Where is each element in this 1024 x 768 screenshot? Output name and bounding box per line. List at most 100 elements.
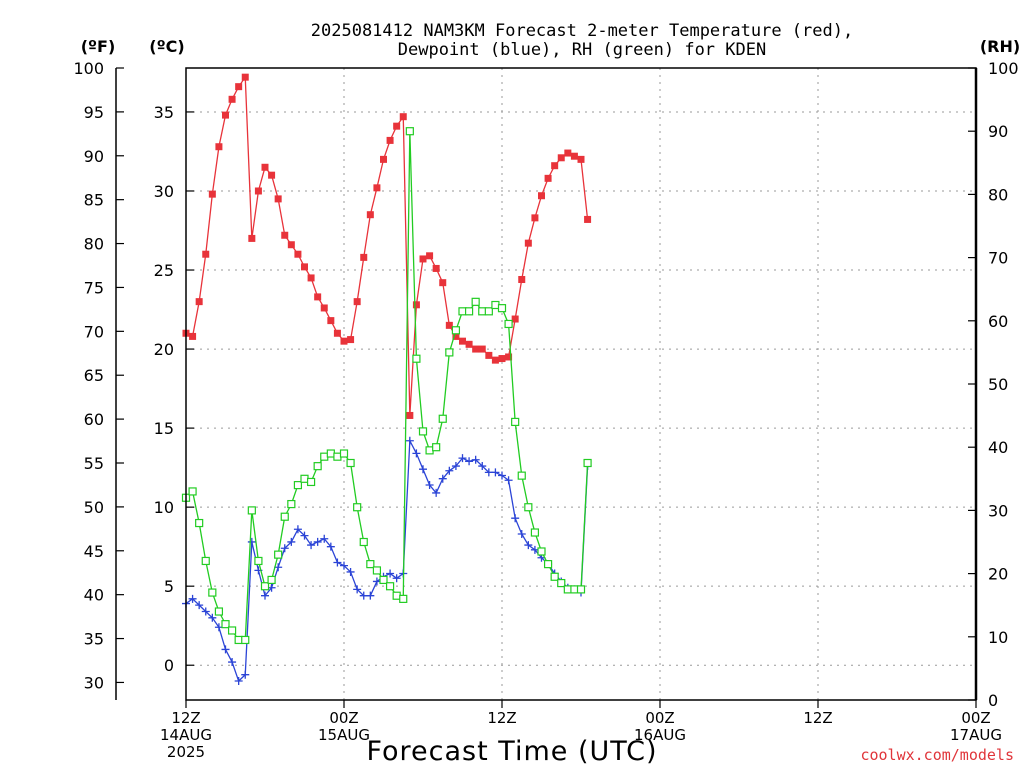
rh-line: [185, 131, 589, 641]
temperature-point: [452, 332, 460, 340]
temperature-point: [274, 195, 282, 203]
temperature-point: [478, 345, 486, 353]
dewpoint-point: [247, 537, 256, 546]
rh-point: [306, 477, 316, 487]
dewpoint-point: [438, 474, 447, 483]
dewpoint-point: [432, 488, 441, 497]
dewpoint-point: [491, 468, 500, 477]
dewpoint-point: [471, 455, 480, 464]
rh-point: [438, 414, 447, 423]
grid-lines: [186, 68, 976, 700]
dewpoint-point: [504, 476, 513, 485]
fahrenheit-tick-label: 40: [84, 586, 104, 605]
temperature-point: [235, 83, 243, 91]
rh-point: [464, 307, 474, 316]
celsius-unit-label: (ºC): [149, 37, 184, 56]
dewpoint-point: [234, 677, 243, 686]
temperature-point: [459, 337, 466, 345]
dewpoint-point: [425, 481, 434, 490]
temperature-point: [419, 255, 427, 263]
dewpoint-point: [228, 658, 237, 667]
dewpoint-point: [511, 514, 520, 523]
rh-point: [504, 319, 513, 329]
temperature-point: [518, 276, 526, 284]
dewpoint-line: [185, 438, 589, 683]
chart-title-line2: Dewpoint (blue), RH (green) for KDEN: [398, 40, 766, 60]
rh-point: [511, 417, 520, 427]
rh-point: [221, 620, 230, 629]
celsius-tick-label: 35: [154, 103, 174, 122]
rh-point: [214, 607, 224, 616]
rh-point: [412, 354, 421, 363]
dewpoint-point: [353, 585, 362, 594]
temperature-point: [347, 336, 355, 344]
rh-point: [418, 427, 428, 436]
credit-text: coolwx.com/models: [860, 746, 1014, 764]
temperature-point: [426, 252, 434, 260]
temperature-point: [281, 231, 289, 239]
temperature-point: [294, 250, 302, 258]
temperature-point: [195, 298, 203, 306]
rh-point: [445, 348, 454, 357]
temperature-point: [577, 155, 585, 163]
temperature-point: [465, 340, 473, 348]
rh-tick-label: 80: [988, 185, 1008, 204]
rh-point: [320, 452, 329, 461]
rh-point: [267, 575, 276, 585]
temperature-point: [320, 304, 328, 312]
rh-point: [530, 528, 540, 537]
dewpoint-point: [465, 457, 474, 466]
temperature-point: [353, 298, 361, 306]
time-tick-label: 12Z: [803, 709, 832, 727]
time-tick-label: 00Z: [645, 709, 674, 727]
temperature-point: [301, 263, 308, 271]
time-tick-label: 12Z: [171, 709, 200, 727]
fahrenheit-tick-label: 70: [84, 322, 104, 341]
rh-point: [241, 635, 250, 645]
temperature-point: [189, 332, 197, 340]
rh-point: [478, 307, 487, 316]
rh-point: [247, 506, 256, 515]
fahrenheit-tick-label: 50: [84, 498, 104, 517]
temperature-point: [248, 234, 256, 242]
rh-point: [392, 591, 401, 600]
temperature-point: [380, 155, 387, 163]
rh-point: [188, 487, 197, 496]
rh-point: [557, 578, 566, 588]
dewpoint-point: [208, 613, 217, 622]
dewpoint-point: [326, 542, 335, 551]
rh-point: [451, 326, 461, 335]
temperature-point: [439, 279, 447, 287]
temperature-point: [412, 301, 420, 309]
temperature-point: [268, 171, 276, 179]
rh-point: [195, 518, 204, 528]
temperature-point: [432, 264, 440, 272]
fahrenheit-tick-label: 45: [84, 542, 104, 561]
rh-tick-label: 30: [988, 501, 1008, 520]
dewpoint-point: [313, 537, 322, 546]
dewpoint-point: [293, 525, 302, 534]
rh-point: [353, 503, 362, 512]
data-series: [181, 73, 592, 686]
dewpoint-point: [405, 436, 414, 445]
temperature-point: [538, 192, 545, 200]
dewpoint-point: [451, 462, 460, 471]
fahrenheit-tick-label: 90: [84, 147, 104, 166]
rh-tick-label: 90: [988, 122, 1008, 141]
dewpoint-point: [307, 541, 316, 550]
rh-point: [524, 503, 533, 512]
temperature-point: [393, 122, 401, 130]
temperature-point: [340, 337, 348, 345]
celsius-tick-label: 10: [154, 498, 174, 517]
rh-unit-label: (RH): [980, 37, 1020, 56]
dewpoint-point: [366, 591, 375, 600]
temperature-point: [241, 73, 249, 81]
rh-point: [471, 297, 480, 306]
dewpoint-point: [221, 645, 230, 654]
fahrenheit-tick-label: 60: [84, 410, 104, 429]
temperature-point: [505, 353, 513, 361]
fahrenheit-axis: 30 35 40 45 50 55 60 65 70 75 80 85 90 95 100: [73, 59, 124, 700]
rh-point: [274, 550, 283, 559]
temperature-point: [485, 351, 493, 359]
